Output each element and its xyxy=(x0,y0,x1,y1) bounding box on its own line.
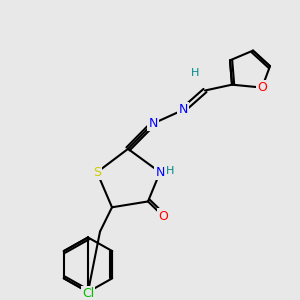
Text: H: H xyxy=(166,166,174,176)
Text: N: N xyxy=(148,117,158,130)
Text: S: S xyxy=(93,166,101,179)
Text: O: O xyxy=(158,210,168,223)
Text: N: N xyxy=(148,117,158,130)
Text: Cl: Cl xyxy=(82,287,94,300)
Text: Cl: Cl xyxy=(82,287,94,300)
Text: O: O xyxy=(158,210,168,223)
Text: N: N xyxy=(178,103,188,116)
Text: S: S xyxy=(93,166,101,179)
Text: H: H xyxy=(191,68,199,78)
Text: N: N xyxy=(155,166,165,179)
Text: O: O xyxy=(257,81,267,94)
Text: O: O xyxy=(257,81,267,94)
Text: H: H xyxy=(166,166,174,176)
Text: H: H xyxy=(191,68,199,78)
Text: N: N xyxy=(155,166,165,179)
Text: N: N xyxy=(178,103,188,116)
